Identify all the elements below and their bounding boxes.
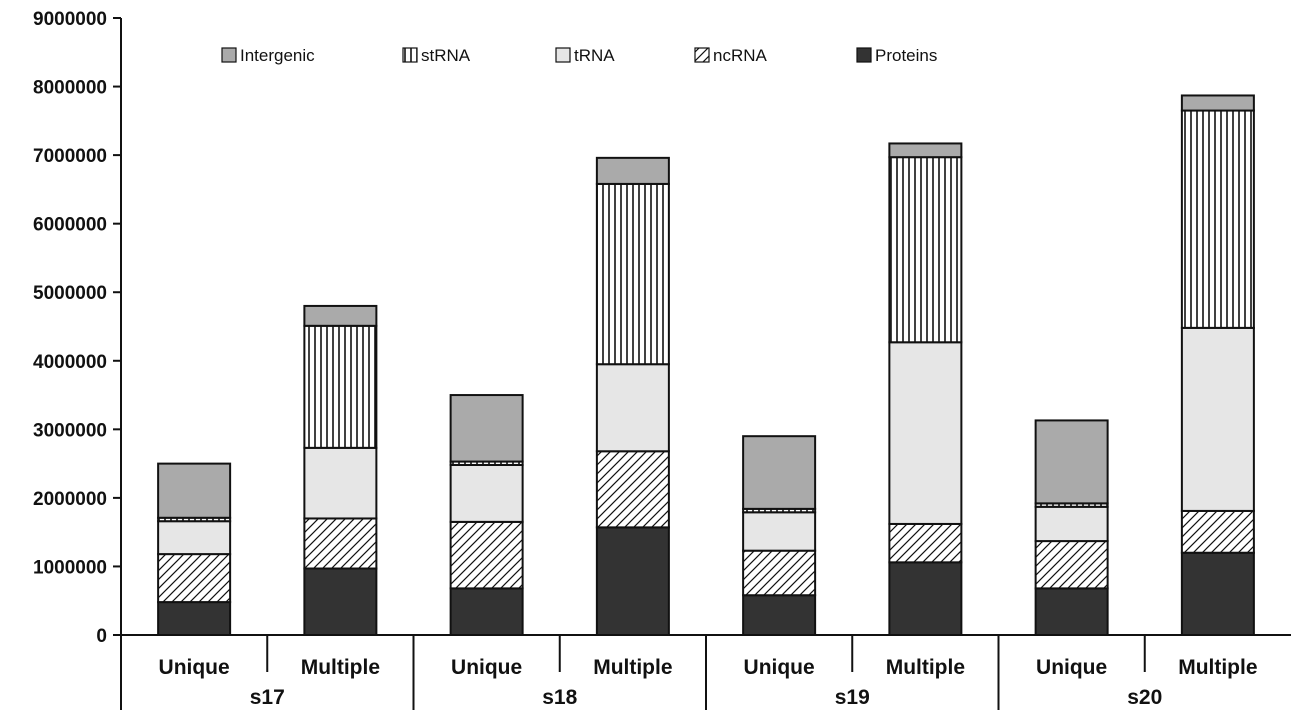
bar-segment-trna <box>888 341 963 525</box>
bar-segment-ncrna <box>157 553 232 604</box>
bar-segment-intergenic <box>303 304 378 327</box>
category-label: Unique <box>451 656 522 679</box>
bar-segment-strna <box>303 324 378 449</box>
bar-segment-proteins <box>157 601 232 636</box>
y-tick-label: 5000000 <box>33 283 107 304</box>
legend-label-proteins: Proteins <box>875 46 937 65</box>
y-tick-label: 8000000 <box>33 78 107 99</box>
legend-swatch-proteins <box>856 47 872 63</box>
category-label: Multiple <box>301 656 380 679</box>
y-tick-label: 4000000 <box>33 352 107 373</box>
bar-segment-strna <box>595 182 670 366</box>
y-tick-label: 7000000 <box>33 146 107 167</box>
bar-segment-ncrna <box>303 517 378 570</box>
legend-swatch-intergenic <box>221 47 237 63</box>
bar-segment-trna <box>742 511 817 552</box>
y-tick-label: 2000000 <box>33 489 107 510</box>
legend-swatch-ncrna <box>694 47 710 63</box>
group-label: s20 <box>1127 686 1162 709</box>
axes: 0 1000000 2000000 3000000 4000000 5000000 6000… <box>33 9 1291 710</box>
category-label: Multiple <box>886 656 965 679</box>
bar-segment-strna <box>1180 109 1255 329</box>
bar-segment-trna <box>157 520 232 556</box>
bar-segment-proteins <box>742 594 817 637</box>
bar-segment-intergenic <box>157 462 232 519</box>
category-label: Multiple <box>1178 656 1257 679</box>
legend-swatch-strna <box>402 47 418 63</box>
bar-segment-proteins <box>303 567 378 636</box>
legend-label-strna: stRNA <box>421 46 471 65</box>
bar-segment-ncrna <box>742 549 817 597</box>
bar-segment-ncrna <box>449 520 524 590</box>
bar-segment-ncrna <box>1180 509 1255 554</box>
bar-segment-intergenic <box>1034 419 1109 505</box>
bar-segment-trna <box>595 363 670 453</box>
y-tick-label: 3000000 <box>33 420 107 441</box>
bar-segment-proteins <box>888 561 963 637</box>
y-tick-label: 0 <box>96 626 107 647</box>
bar-segment-ncrna <box>888 522 963 564</box>
bar-segment-proteins <box>1180 551 1255 637</box>
bar-segment-intergenic <box>742 435 817 510</box>
legend-label-intergenic: Intergenic <box>240 46 315 65</box>
bar-segment-trna <box>1034 505 1109 543</box>
bars <box>157 94 1255 637</box>
bar-segment-trna <box>449 463 524 523</box>
group-label: s18 <box>542 686 577 709</box>
legend-swatch-trna <box>555 47 571 63</box>
bar-segment-intergenic <box>1180 94 1255 112</box>
bar-segment-trna <box>303 446 378 520</box>
y-tick-label: 6000000 <box>33 215 107 236</box>
category-label: Unique <box>159 656 230 679</box>
group-label: s17 <box>250 686 285 709</box>
bar-segment-intergenic <box>595 156 670 185</box>
bar-segment-ncrna <box>1034 540 1109 590</box>
category-label: Unique <box>1036 656 1107 679</box>
bar-segment-intergenic <box>888 142 963 159</box>
category-label: Multiple <box>593 656 672 679</box>
legend: Intergenic stRNA tRNA ncRNA Proteins <box>221 46 937 65</box>
bar-segment-proteins <box>595 526 670 637</box>
group-label: s19 <box>835 686 870 709</box>
bar-segment-ncrna <box>595 450 670 529</box>
legend-label-trna: tRNA <box>574 46 615 65</box>
y-tick-label: 9000000 <box>33 9 107 30</box>
bar-segment-proteins <box>1034 587 1109 636</box>
category-label: Unique <box>744 656 815 679</box>
bar-segment-intergenic <box>449 394 524 463</box>
legend-label-ncrna: ncRNA <box>713 46 768 65</box>
bar-segment-trna <box>1180 326 1255 512</box>
bar-segment-proteins <box>449 587 524 636</box>
bar-segment-strna <box>888 156 963 344</box>
y-tick-label: 1000000 <box>33 557 107 578</box>
